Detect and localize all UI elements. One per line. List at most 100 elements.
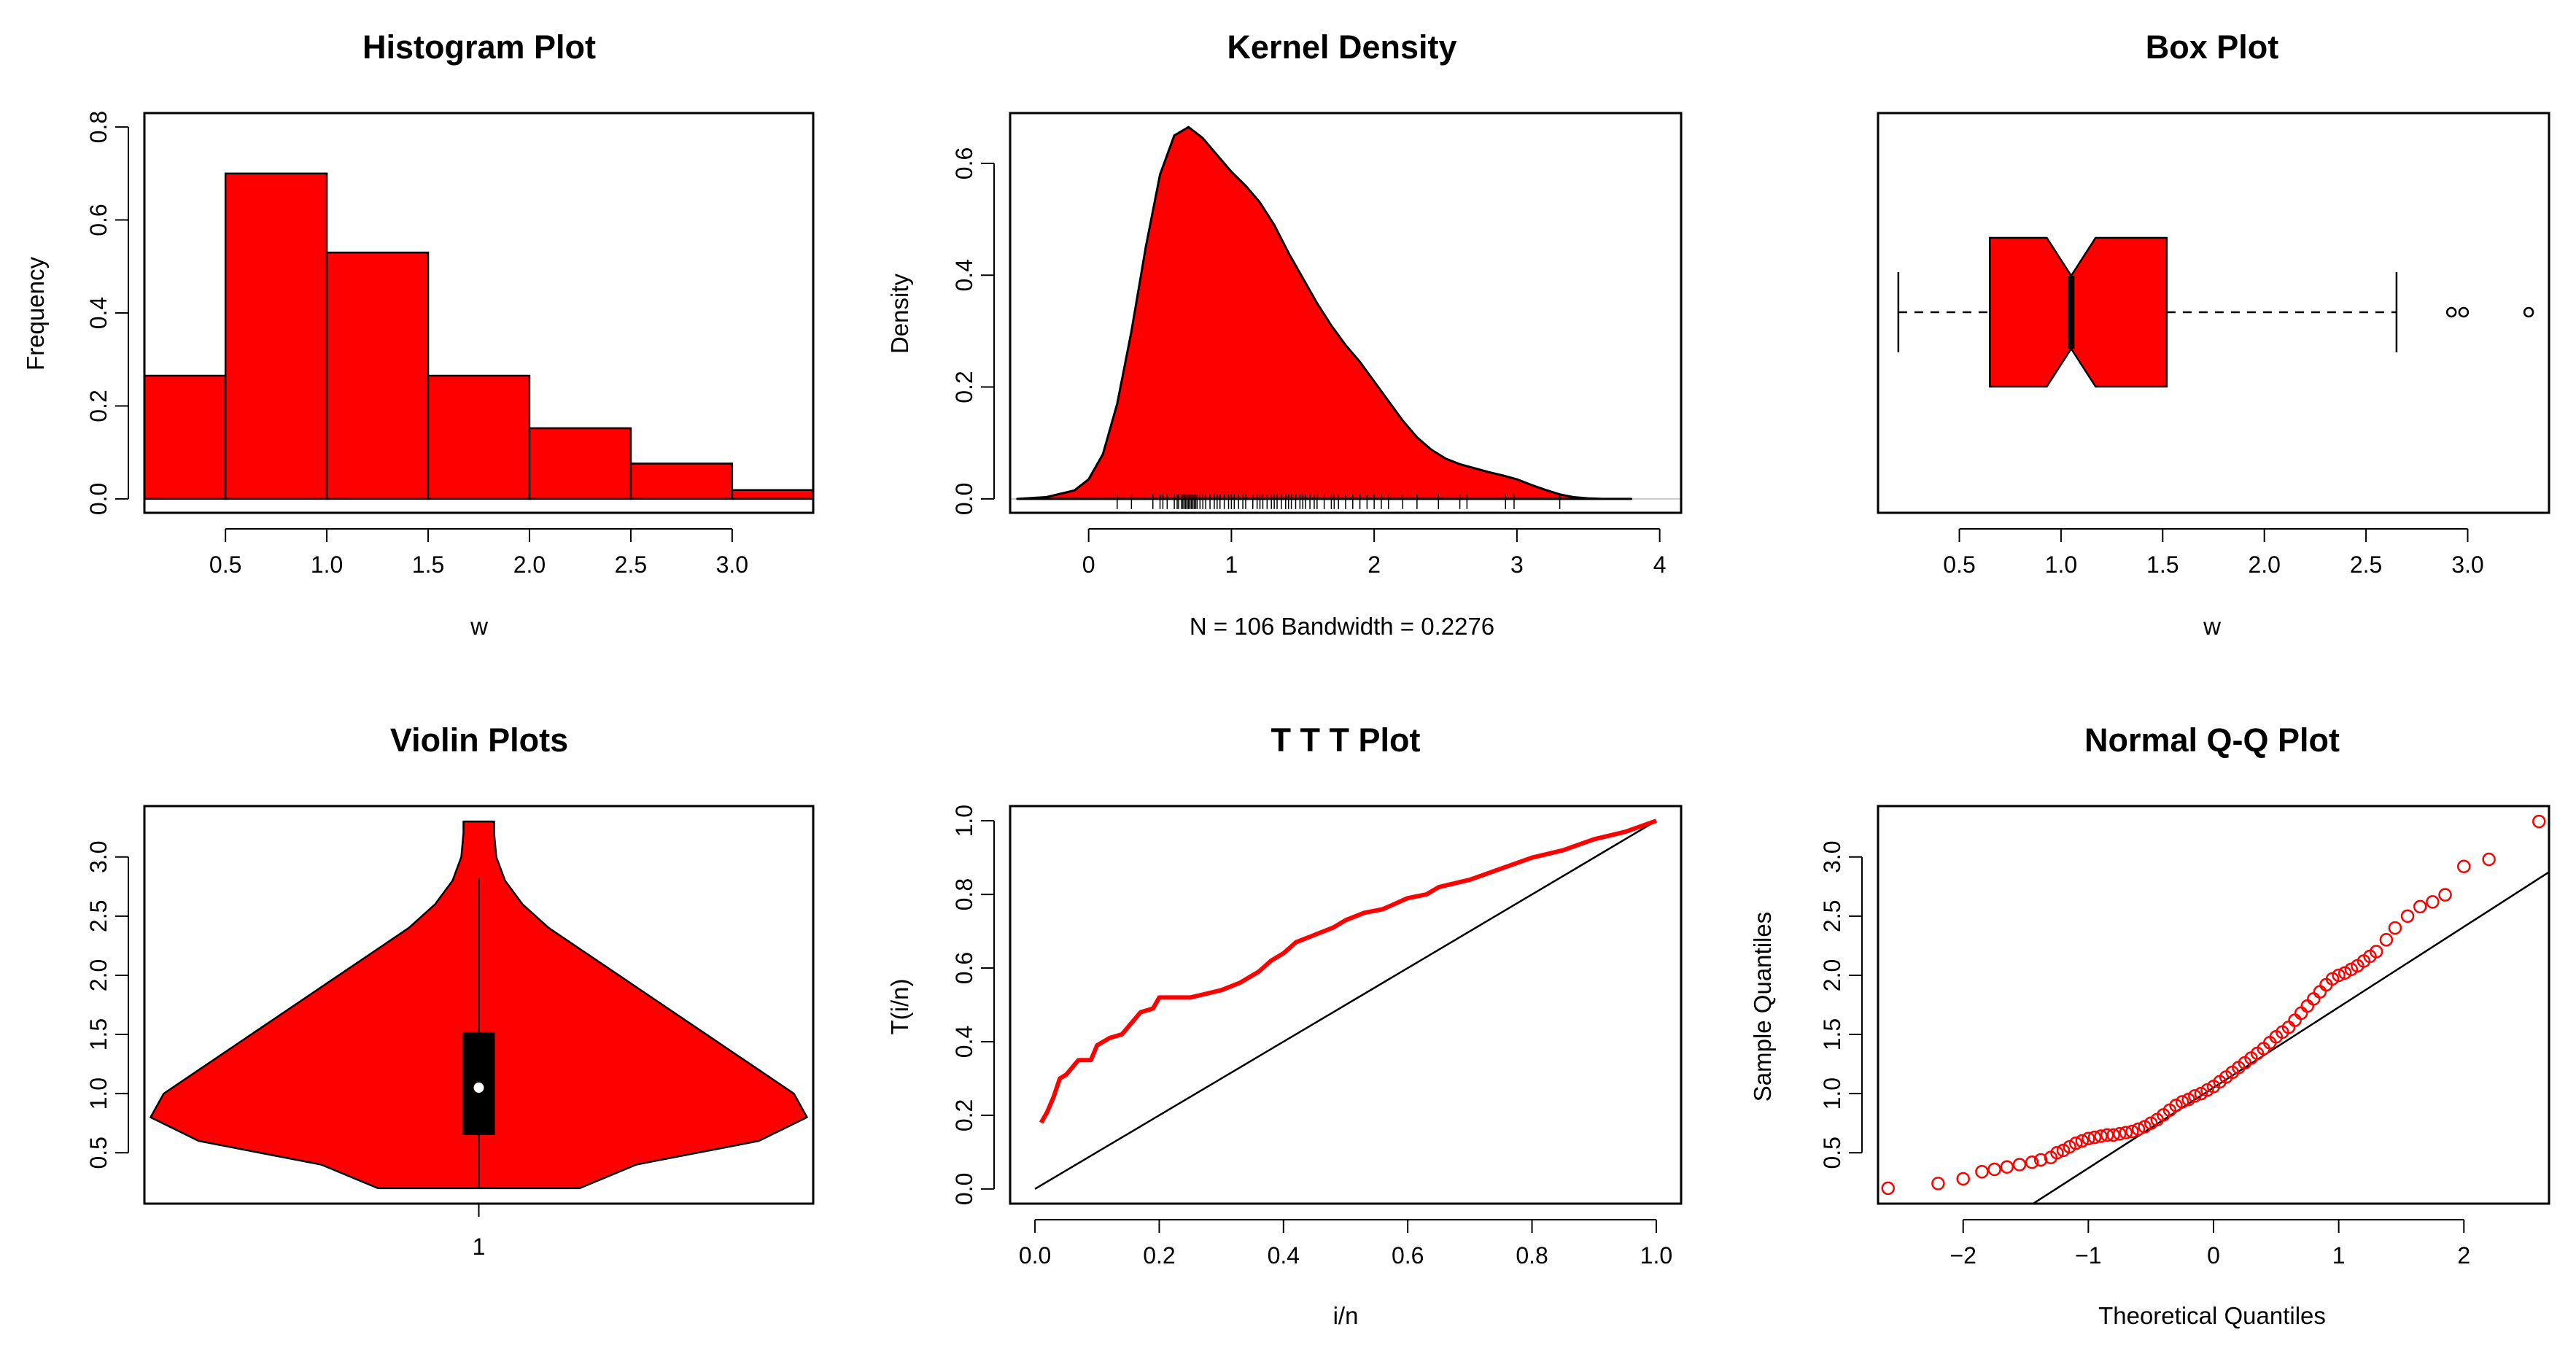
- boxplot-frame: [1877, 112, 2550, 514]
- density-y-tick-label: 0.4: [951, 259, 977, 291]
- violin-y-tick-label: 0.5: [85, 1137, 112, 1169]
- qq-point: [2050, 1146, 2064, 1160]
- boxplot-x-tick-label: 1.5: [2146, 551, 2179, 578]
- qq-point: [2413, 899, 2427, 914]
- density-title: Kernel Density: [1227, 28, 1456, 66]
- qq-point: [2532, 814, 2546, 829]
- histogram-x-tick-label: 1.5: [412, 551, 444, 578]
- boxplot-x-tick-label: 3.0: [2451, 551, 2483, 578]
- qq-point: [2294, 1006, 2308, 1021]
- qq-point: [2012, 1158, 2027, 1172]
- box-outlier: [2445, 306, 2457, 318]
- box-outlier: [2458, 306, 2470, 318]
- density-x-tick-label: 4: [1653, 551, 1667, 578]
- boxplot-x-tick-label: 2.5: [2350, 551, 2382, 578]
- boxplot-plot-area: 0.5 1.0 1.5 2.0 2.5 3.0: [1877, 112, 2550, 578]
- density-plot-area: 0 1 2 3 4 0.0 0.2 0.4 0.6: [951, 112, 1683, 578]
- ttt-xlabel: i/n: [1333, 1302, 1359, 1329]
- histogram-plot-area: 0.5 1.0 1.5 2.0 2.5 3.0 0.0 0.2 0.4 0.6 0.8: [85, 111, 815, 578]
- qq-point: [2068, 1137, 2083, 1150]
- qq-point: [2426, 895, 2440, 909]
- violin-y-tick-label: 3.0: [85, 841, 112, 873]
- qq-point: [2188, 1089, 2202, 1103]
- qq-point: [2313, 985, 2327, 999]
- ttt-reference-line: [1034, 820, 1657, 1190]
- qq-point: [1987, 1162, 2001, 1177]
- violin-plot-area: 1 0.5 1.0 1.5 2.0 2.5 3.0: [85, 805, 815, 1260]
- density-y-tick-label: 0.0: [951, 483, 977, 515]
- qq-point: [1975, 1164, 1989, 1179]
- qq-point: [2400, 909, 2415, 924]
- qq-panel: Normal Q-Q Plot −2 −1 0 1 2 0.5 1.0 1.5 2.0 2.5 3.…: [1749, 721, 2550, 1329]
- histogram-bar: [528, 427, 632, 500]
- qq-point: [2332, 968, 2346, 983]
- violin-y-tick-label: 2.0: [85, 959, 112, 991]
- histogram-x-tick-label: 2.5: [615, 551, 647, 578]
- qq-point: [2457, 859, 2471, 873]
- histogram-y-tick-label: 0.6: [85, 204, 112, 236]
- violin-y-tick-label: 2.5: [85, 900, 112, 932]
- density-x-tick-label: 2: [1367, 551, 1381, 578]
- boxplot-title: Box Plot: [2146, 28, 2279, 66]
- qq-x-tick-label: 0: [2207, 1242, 2220, 1269]
- ttt-frame: [1009, 805, 1683, 1205]
- ttt-x-tick-label: 1.0: [1640, 1242, 1672, 1269]
- qq-point: [2369, 945, 2383, 959]
- ttt-x-tick-label: 0.6: [1392, 1242, 1424, 1269]
- histogram-bar: [143, 374, 227, 500]
- boxplot-xlabel: w: [2203, 613, 2221, 640]
- qq-y-tick-label: 1.5: [1819, 1018, 1845, 1050]
- ttt-y-tick-label: 1.0: [951, 805, 977, 837]
- ttt-x-tick-label: 0.0: [1019, 1242, 1051, 1269]
- box-outlier: [2523, 306, 2534, 318]
- qq-y-tick-label: 0.5: [1819, 1137, 1845, 1169]
- histogram-bar: [325, 251, 430, 500]
- ttt-plot-area: 0.0 0.2 0.4 0.6 0.8 1.0 0.0 0.2 0.4 0.6 0.8 1.0: [951, 805, 1683, 1269]
- histogram-bar: [427, 374, 531, 500]
- qq-point: [2094, 1129, 2108, 1143]
- ttt-y-tick-label: 0.2: [951, 1099, 977, 1131]
- density-x-tick-label: 3: [1510, 551, 1524, 578]
- qq-point: [2125, 1124, 2139, 1139]
- qq-point: [2075, 1134, 2090, 1148]
- histogram-x-tick-label: 2.0: [513, 551, 546, 578]
- box-notched-body: [1989, 236, 2168, 388]
- qq-x-tick-label: 1: [2332, 1242, 2346, 1269]
- boxplot-x-tick-label: 1.0: [2045, 551, 2077, 578]
- qq-y-tick-label: 2.5: [1819, 900, 1845, 932]
- histogram-bar: [224, 172, 328, 500]
- qq-point: [2307, 992, 2321, 1006]
- histogram-ylabel: Frequency: [22, 257, 49, 371]
- qq-point: [2082, 1131, 2095, 1146]
- qq-ylabel: Sample Quantiles: [1749, 912, 1776, 1102]
- histogram-bar: [731, 489, 815, 500]
- density-frame: [1009, 112, 1683, 514]
- qq-xlabel: Theoretical Quantiles: [2098, 1302, 2326, 1329]
- density-panel: Kernel Density 0 1 2 3 4 0.0 0.2 0.4 0.6 N = 106…: [886, 28, 1683, 640]
- density-curve: [1016, 125, 1632, 500]
- qq-point: [2300, 999, 2314, 1013]
- qq-point: [2106, 1128, 2120, 1142]
- violin-y-tick-label: 1.0: [85, 1077, 112, 1110]
- qq-point: [2119, 1126, 2133, 1139]
- boxplot-panel: Box Plot 0.5 1.0 1.5 2.0 2.5 3.0 w: [1877, 28, 2550, 640]
- density-x-tick-label: 0: [1082, 551, 1095, 578]
- qq-point: [1956, 1172, 1970, 1186]
- qq-y-tick-label: 2.0: [1819, 959, 1845, 991]
- ttt-panel: T T T Plot 0.0 0.2 0.4 0.6 0.8 1.00.00.20.40.…: [886, 721, 1683, 1329]
- qq-point: [2025, 1155, 2039, 1169]
- qq-point: [2000, 1160, 2014, 1174]
- ttt-y-tick-label: 0.6: [951, 952, 977, 984]
- violin-y-tick-label: 1.5: [85, 1018, 112, 1050]
- boxplot-x-tick-label: 0.5: [1943, 551, 1975, 578]
- qq-point: [2288, 1013, 2302, 1027]
- violin-title: Violin Plots: [390, 721, 568, 759]
- qq-frame: [1877, 805, 2550, 1205]
- qq-reference-line: [2032, 871, 2550, 1205]
- histogram-x-tick-label: 1.0: [311, 551, 343, 578]
- qq-point: [2175, 1095, 2189, 1109]
- qq-point: [2113, 1127, 2127, 1141]
- histogram-title: Histogram Plot: [362, 28, 596, 66]
- density-ylabel: Density: [886, 273, 913, 354]
